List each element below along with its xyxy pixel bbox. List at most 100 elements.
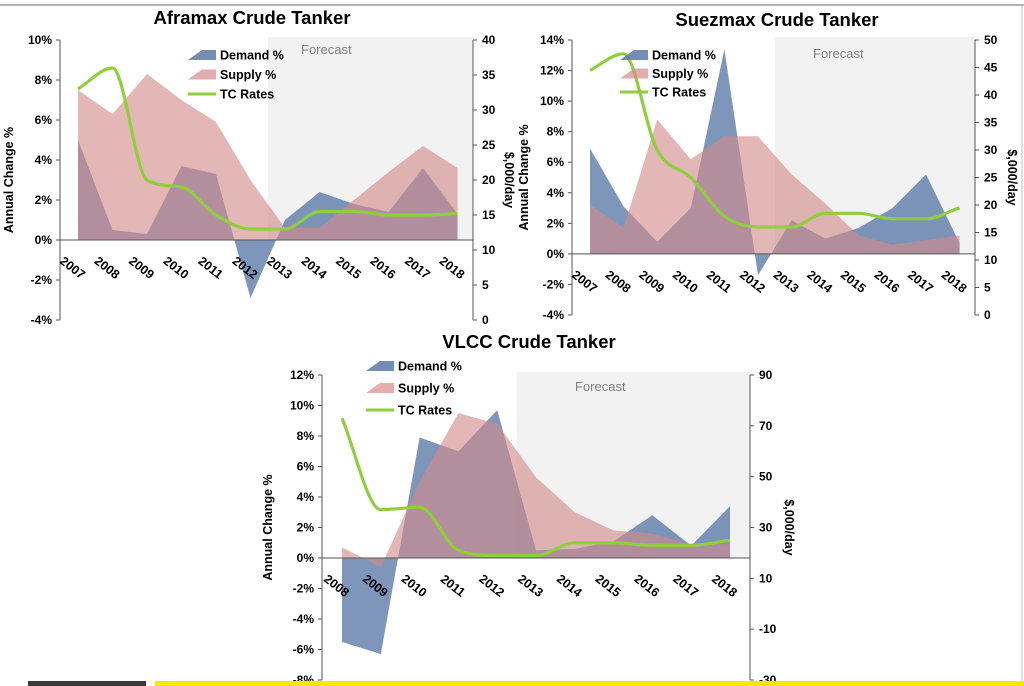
legend-label: Demand % <box>398 360 462 374</box>
y2-tick-label: 35 <box>482 68 496 82</box>
bottom-bar-yellow <box>155 681 1024 686</box>
y-tick-label: 2% <box>297 521 315 535</box>
series-area-supply <box>590 119 960 254</box>
y-tick-label: 2% <box>35 193 53 207</box>
x-tick-label: 2013 <box>264 254 295 282</box>
y2-tick-label: 90 <box>759 368 773 382</box>
y2-tick-label: 15 <box>984 226 998 240</box>
y-tick-label: -4% <box>293 612 315 626</box>
y2-tick-label: 40 <box>482 33 496 47</box>
y-tick-label: 4% <box>547 186 565 200</box>
y2-tick-label: 30 <box>984 143 998 157</box>
y-tick-label: 8% <box>297 429 315 443</box>
legend-swatch-demand <box>188 50 216 60</box>
x-tick-label: 2010 <box>670 268 701 296</box>
legend-label: TC Rates <box>398 404 452 418</box>
charts-root: Forecast -4% -2% 0% 2% 4% 6% 8% 10% 0 5 10 15 20 25 30 3… <box>2 7 1019 686</box>
y2-tick-label: 10 <box>482 243 496 257</box>
legend-swatch-supply <box>188 69 216 80</box>
x-tick-label: 2011 <box>704 268 734 296</box>
legend-swatch-demand <box>620 50 648 60</box>
x-tick-label: 2014 <box>804 268 835 296</box>
y-tick-label: 0% <box>297 551 315 565</box>
y-axis-label: Annual Change % <box>261 474 275 580</box>
x-tick-label: 2017 <box>402 254 433 282</box>
forecast-label: Forecast <box>575 379 626 394</box>
chart-title: Aframax Crude Tanker <box>153 7 350 28</box>
y-tick-label: -2% <box>31 273 53 287</box>
legend-label: TC Rates <box>652 86 706 100</box>
y-tick-label: 6% <box>297 460 315 474</box>
y-tick-label: 4% <box>297 490 315 504</box>
x-tick-label: 2016 <box>872 268 903 296</box>
x-tick-label: 2018 <box>939 268 970 296</box>
y-tick-label: 6% <box>547 155 565 169</box>
series-area-supply <box>78 74 458 240</box>
legend-swatch-supply <box>620 68 648 79</box>
y2-tick-label: 20 <box>482 173 496 187</box>
y2-tick-label: 40 <box>984 88 998 102</box>
y-tick-label: -2% <box>543 277 565 291</box>
series-line-tc-rates <box>340 417 731 558</box>
y-tick-label: -4% <box>31 313 53 327</box>
y2-tick-label: 10 <box>759 571 773 585</box>
series-line-tc-rates <box>589 52 961 229</box>
y-tick-label: -4% <box>543 308 565 322</box>
y2-tick-label: 30 <box>482 103 496 117</box>
chart-title: VLCC Crude Tanker <box>442 331 615 352</box>
y-tick-label: 0% <box>35 233 53 247</box>
x-tick-label: 2014 <box>554 572 585 600</box>
x-tick-label: 2011 <box>195 254 225 282</box>
y-axis-label: Annual Change % <box>517 124 531 230</box>
x-tick-label: 2016 <box>368 254 399 282</box>
y-tick-label: 2% <box>547 216 565 230</box>
bottom-bar-dark <box>28 681 146 686</box>
x-tick-label: 2008 <box>92 254 123 282</box>
y-tick-label: -2% <box>293 582 315 596</box>
legend-label: Supply % <box>652 67 708 81</box>
legend-label: Supply % <box>398 382 454 396</box>
y2-tick-label: 5 <box>482 278 489 292</box>
y2-axis-label: $,000/day <box>782 499 796 555</box>
y-tick-label: 8% <box>35 73 53 87</box>
series-line-tc-rates <box>77 66 458 231</box>
legend-label: Demand % <box>220 49 284 63</box>
y2-axis-label: $,000/day <box>502 152 516 208</box>
x-tick-label: 2018 <box>437 254 468 282</box>
x-tick-label: 2010 <box>161 254 192 282</box>
x-tick-label: 2017 <box>905 268 936 296</box>
y-tick-label: 10% <box>540 94 564 108</box>
y2-tick-label: 0 <box>482 313 489 327</box>
y2-tick-label: -10 <box>759 622 777 636</box>
chart-1: Forecast -4% -2% 0% 2% 4% 6% 8% 10% 12% 14% 0 5 10 15 2… <box>517 9 1019 322</box>
y2-tick-label: 25 <box>984 171 998 185</box>
y2-tick-label: 50 <box>759 470 773 484</box>
x-tick-label: 2007 <box>569 268 600 296</box>
y2-tick-label: 25 <box>482 138 496 152</box>
legend-swatch-demand <box>366 361 394 371</box>
x-tick-label: 2017 <box>670 572 701 600</box>
y-tick-label: 12% <box>290 368 314 382</box>
x-tick-label: 2008 <box>603 268 634 296</box>
y2-tick-label: 0 <box>984 308 991 322</box>
y-tick-label: 14% <box>540 33 564 47</box>
x-tick-label: 2015 <box>333 254 364 282</box>
x-tick-label: 2011 <box>438 572 468 600</box>
x-tick-label: 2007 <box>57 254 88 282</box>
y2-tick-label: 10 <box>984 253 998 267</box>
y2-tick-label: 15 <box>482 208 496 222</box>
y2-tick-label: 50 <box>984 33 998 47</box>
forecast-label: Forecast <box>813 46 864 61</box>
legend-label: TC Rates <box>220 88 274 102</box>
y-tick-label: 12% <box>540 64 564 78</box>
y-tick-label: 6% <box>35 113 53 127</box>
chart-title: Suezmax Crude Tanker <box>675 9 878 30</box>
y2-tick-label: 5 <box>984 281 991 295</box>
y2-tick-label: 20 <box>984 198 998 212</box>
x-tick-label: 2015 <box>593 572 624 600</box>
y-tick-label: 8% <box>547 125 565 139</box>
y-tick-label: 10% <box>28 33 52 47</box>
forecast-label: Forecast <box>301 42 352 57</box>
x-tick-label: 2016 <box>632 572 663 600</box>
